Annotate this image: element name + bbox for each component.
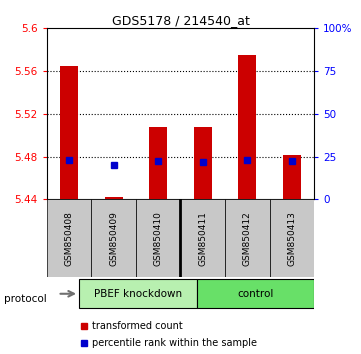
Bar bbox=[238, 55, 256, 199]
Bar bbox=[270, 199, 314, 277]
Bar bbox=[180, 199, 225, 277]
Text: GSM850408: GSM850408 bbox=[65, 211, 74, 266]
Text: control: control bbox=[237, 289, 274, 299]
Bar bbox=[196, 279, 314, 308]
Bar bbox=[136, 199, 180, 277]
Bar bbox=[194, 127, 212, 199]
Bar bbox=[105, 197, 123, 199]
Title: GDS5178 / 214540_at: GDS5178 / 214540_at bbox=[112, 14, 249, 27]
Text: GSM850411: GSM850411 bbox=[198, 211, 207, 266]
Bar bbox=[60, 66, 78, 199]
Bar bbox=[79, 279, 196, 308]
Text: PBEF knockdown: PBEF knockdown bbox=[94, 289, 182, 299]
Bar bbox=[225, 199, 270, 277]
Text: GSM850409: GSM850409 bbox=[109, 211, 118, 266]
Text: GSM850410: GSM850410 bbox=[154, 211, 163, 266]
Text: GSM850413: GSM850413 bbox=[287, 211, 296, 266]
Bar bbox=[91, 199, 136, 277]
Text: protocol: protocol bbox=[4, 294, 46, 304]
Bar bbox=[47, 199, 91, 277]
Text: GSM850412: GSM850412 bbox=[243, 211, 252, 266]
Text: percentile rank within the sample: percentile rank within the sample bbox=[92, 338, 257, 348]
Text: transformed count: transformed count bbox=[92, 321, 183, 331]
Bar bbox=[149, 127, 167, 199]
Bar bbox=[283, 155, 301, 199]
